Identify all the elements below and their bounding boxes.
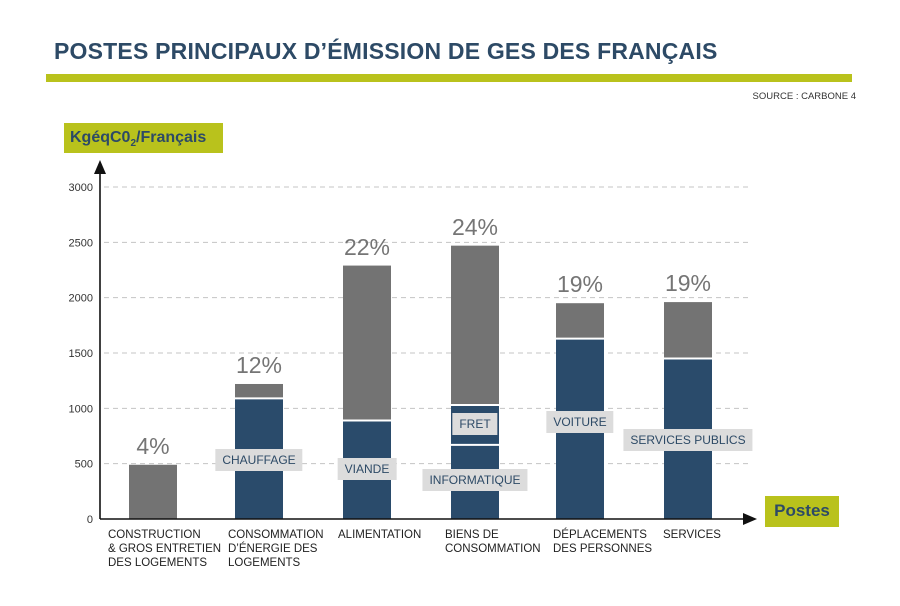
segment-label: CHAUFFAGE (215, 449, 303, 472)
y-tick-label: 1500 (69, 348, 93, 360)
y-tick-label: 3000 (69, 182, 93, 194)
x-axis-label-box (765, 496, 839, 527)
bar-segment (235, 383, 283, 399)
y-axis-label-subscript: 2 (130, 138, 137, 150)
y-tick-label: 2500 (69, 237, 93, 249)
y-tick-label: 2000 (69, 293, 93, 305)
category-label: CONSOMMATION D’ÉNERGIE DES LOGEMENTS (228, 529, 324, 569)
source-note: SOURCE : CARBONE 4 (752, 91, 856, 102)
percentage-label: 24% (451, 213, 499, 240)
title-underline (46, 74, 852, 82)
segment-label: VIANDE (337, 458, 397, 481)
bar-segment (664, 302, 712, 359)
y-axis-label-box (64, 123, 223, 153)
segment-label: FRET (452, 412, 498, 435)
bar-segment (451, 245, 499, 406)
y-axis-label-main: KgéqC0 (70, 129, 131, 146)
chart-title: POSTES PRINCIPAUX D’ÉMISSION DE GES DES … (54, 38, 718, 64)
category-label: ALIMENTATION (338, 529, 422, 541)
category-label: BIENS DE CONSOMMATION (445, 529, 541, 555)
x-axis-label: Postes (774, 501, 830, 520)
y-axis-arrow (94, 160, 106, 174)
y-axis-label-tail: /Français (136, 129, 207, 146)
category-label: CONSTRUCTION & GROS ENTRETIEN DES LOGEMENT… (108, 529, 222, 569)
percentage-label: 19% (556, 271, 604, 298)
y-tick-label: 0 (87, 514, 93, 526)
segment-label: INFORMATIQUE (422, 469, 528, 492)
bar-segment (556, 303, 604, 339)
y-tick-label: 1000 (69, 403, 93, 415)
bar-segment (343, 265, 391, 421)
bar-segment (129, 464, 177, 519)
category-label: DÉPLACEMENTS DES PERSONNES (553, 529, 653, 555)
percentage-label: 19% (664, 270, 712, 297)
x-axis-arrow (743, 513, 757, 525)
percentage-label: 12% (235, 351, 283, 378)
segment-label: SERVICES PUBLICS (623, 429, 753, 452)
y-tick-label: 500 (75, 459, 93, 471)
percentage-label: 22% (343, 233, 391, 260)
y-axis-label: KgéqC02/Français (70, 129, 206, 149)
category-label: SERVICES (663, 529, 721, 541)
segment-label: VOITURE (546, 410, 614, 433)
percentage-label: 4% (136, 432, 170, 459)
